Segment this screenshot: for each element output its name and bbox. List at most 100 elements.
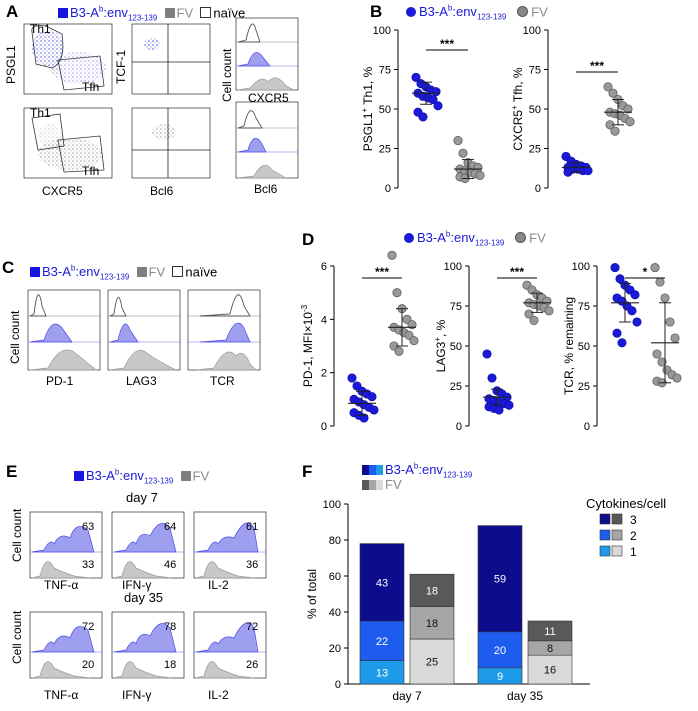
y-tick-label: 0 — [335, 679, 341, 691]
label-th1-top: Th1 — [30, 22, 51, 36]
panel-c-letter: C — [2, 258, 15, 277]
label-day7: day 7 — [126, 490, 158, 505]
ylabel-cellcount-c: Cell count — [8, 310, 22, 364]
panel-c-legend: B3-Ab:env123-139 FV naïve — [30, 264, 217, 282]
significance-label: *** — [440, 37, 454, 51]
cytokines-title: Cytokines/cell — [586, 496, 667, 511]
data-point — [431, 87, 441, 97]
bar-segment — [477, 631, 523, 669]
y-tick-label: 50 — [450, 341, 462, 353]
ylabel-psgl1: PSGL1 — [4, 45, 18, 84]
data-point — [475, 170, 485, 180]
xlabel-tcr: TCR — [210, 374, 235, 388]
significance-label: * — [643, 265, 648, 279]
data-point — [392, 288, 402, 298]
legend-blue-dot — [404, 233, 414, 244]
data-point — [583, 166, 593, 176]
data-point — [524, 309, 534, 319]
legend-blue-square — [74, 471, 84, 482]
ylabel-cellcount-e1: Cell count — [10, 508, 24, 562]
quadrant-bottom — [131, 107, 211, 179]
cyto-label-2: 2 — [630, 529, 637, 543]
y-axis-label: TCR, % remaining — [562, 297, 576, 395]
y-tick-label: 100 — [523, 25, 541, 37]
label-tfh-bottom: Tfh — [82, 164, 100, 178]
data-point — [428, 94, 438, 105]
dotplot-bottom-left — [23, 107, 113, 179]
y-axis-label: PSGL1+ Th1, % — [360, 66, 375, 151]
legend-blue-label: B3-Ab:env123-139 — [385, 462, 473, 480]
y-tick-label: 0 — [385, 183, 391, 195]
bar-value-label: 13 — [376, 667, 388, 679]
legend-blue-dot — [406, 7, 416, 18]
legend-blue-label: B3-Ab:env123-139 — [86, 468, 174, 486]
y-tick-label: 50 — [379, 104, 391, 116]
histogram-value-grey: 18 — [164, 659, 176, 671]
quadrant-top — [131, 23, 211, 95]
data-point — [665, 317, 675, 327]
y-axis-label: % of total — [305, 569, 319, 619]
y-tick-label: 100 — [323, 499, 341, 511]
data-point — [625, 117, 635, 127]
data-point — [615, 274, 625, 284]
legend-blue-label: B3-Ab:env123-139 — [70, 5, 158, 23]
y-tick-label: 25 — [529, 144, 541, 156]
data-point — [672, 373, 682, 383]
data-point — [418, 112, 428, 122]
legend-swatch-darkgrey — [362, 480, 369, 490]
legend-grey-square — [164, 8, 175, 19]
significance-label: *** — [510, 265, 524, 279]
cytokine-legend — [599, 513, 623, 557]
data-point — [544, 306, 554, 316]
histogram: 72 20 — [29, 611, 103, 679]
chart-f-cytokines: 0 20 40 60 80 100 % of total 13 22 43 25 18 18 day 7 9… — [305, 499, 590, 703]
histogram-value-blue: 64 — [164, 521, 176, 533]
y-tick-label: 6 — [321, 261, 327, 273]
y-tick-label: 0 — [321, 421, 327, 433]
y-tick-label: 20 — [329, 643, 341, 655]
cyto-label-1: 1 — [630, 545, 637, 559]
legend-grey-dot — [515, 232, 527, 244]
x-tick-label: day 35 — [507, 689, 543, 703]
legend-blue-label: B3-Ab:env123-139 — [42, 264, 130, 282]
y-tick-label: 0 — [535, 183, 541, 195]
significance-label: *** — [375, 265, 389, 279]
x-tick-label: day 7 — [392, 689, 422, 703]
chart-d2-lag3: 0 25 50 75 100 LAG3+, % *** — [433, 261, 554, 433]
legend-grey-label: FV — [531, 4, 548, 20]
data-point — [487, 373, 497, 383]
hist-label-bcl6: Bcl6 — [254, 182, 278, 196]
y-tick-label: 100 — [373, 25, 391, 37]
data-point — [407, 320, 417, 330]
bar-segment — [527, 654, 573, 685]
xlabel-tnfa-d7: TNF-α — [44, 578, 79, 592]
data-point — [630, 290, 640, 300]
legend-grey-square — [136, 267, 147, 278]
data-point — [458, 148, 468, 158]
histogram-grey — [195, 661, 255, 679]
histogram-grey — [31, 561, 91, 579]
histogram: 63 33 — [29, 511, 103, 579]
histogram-value-blue: 63 — [82, 521, 94, 533]
histogram: 72 26 — [193, 611, 267, 679]
histogram-value-blue: 78 — [164, 621, 176, 633]
y-axis-label: CXCR5+ Tfh, % — [510, 67, 525, 150]
data-point — [655, 277, 665, 287]
histogram: 78 18 — [111, 611, 185, 679]
bar-value-label: 18 — [426, 585, 438, 597]
bar-segment — [409, 573, 455, 607]
chart-b2-cxcr5-tfh: 0 25 50 75 100 CXCR5+ Tfh, % *** — [510, 25, 635, 195]
y-tick-label: 0 — [584, 421, 590, 433]
data-point — [632, 317, 642, 327]
histogram-grey — [113, 561, 173, 579]
data-point — [652, 349, 662, 359]
legend-swatch-lightgrey — [376, 480, 383, 490]
histogram-grey — [31, 661, 91, 679]
hist-pd1 — [27, 289, 101, 371]
y-axis-label: PD-1, MFI×10-3 — [300, 304, 315, 387]
data-point — [411, 72, 421, 82]
cyto-label-3: 3 — [630, 513, 637, 527]
y-tick-label: 75 — [450, 301, 462, 313]
data-point — [494, 405, 504, 415]
label-tfh-top: Tfh — [82, 80, 100, 94]
